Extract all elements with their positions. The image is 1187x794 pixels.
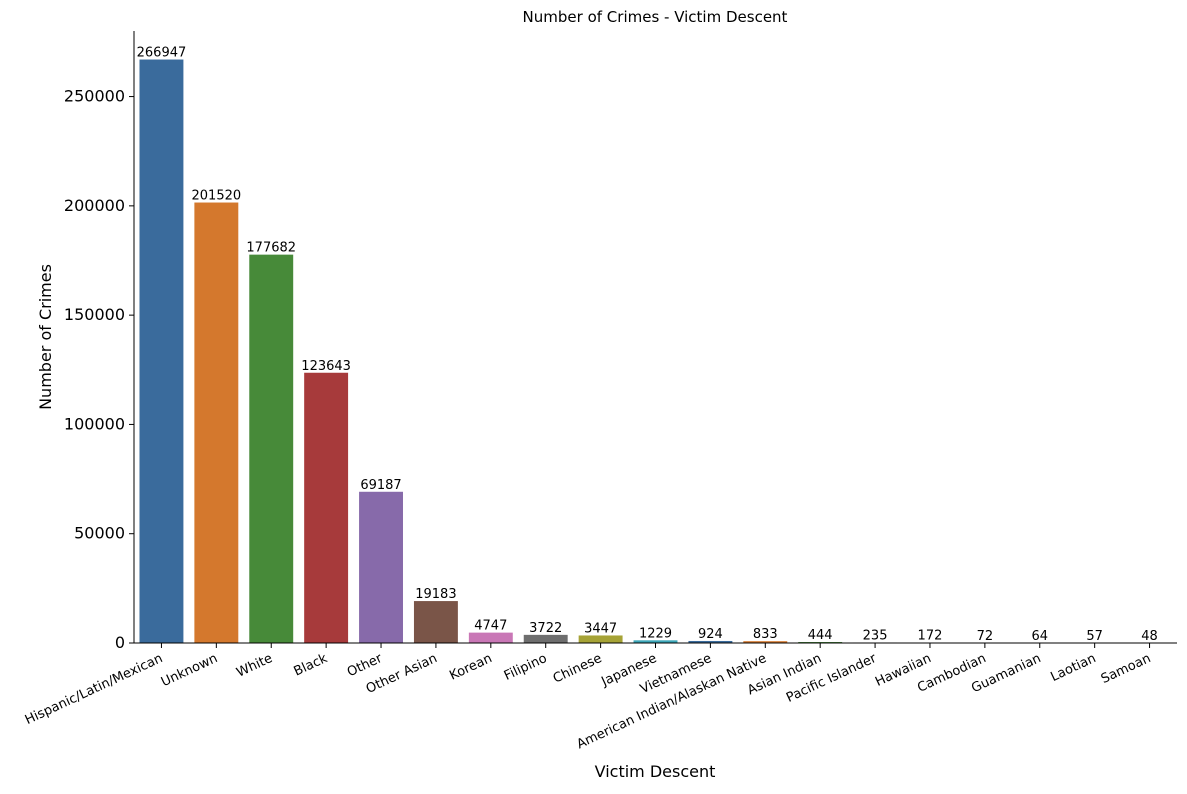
x-tick-label: Black <box>292 651 331 680</box>
x-tick-label: Unknown <box>159 651 220 690</box>
y-tick-label: 150000 <box>64 305 125 324</box>
bar <box>414 601 458 643</box>
x-tick-label: Samoan <box>1099 651 1153 687</box>
bar-value-label: 444 <box>808 628 833 643</box>
bar <box>304 373 348 643</box>
x-tick-label: American Indian/Alaskan Native <box>575 651 769 752</box>
bar-value-label: 69187 <box>360 478 401 493</box>
x-axis-label: Victim Descent <box>595 762 716 781</box>
y-tick-label: 250000 <box>64 87 125 106</box>
bar <box>249 255 293 643</box>
y-tick-label: 0 <box>115 633 125 652</box>
y-tick-label: 200000 <box>64 196 125 215</box>
bar-value-label: 266947 <box>137 46 187 61</box>
bar-value-label: 924 <box>698 627 723 642</box>
x-tick-label: White <box>234 651 275 681</box>
x-tick-label: Korean <box>447 651 494 684</box>
y-tick-label: 100000 <box>64 414 125 433</box>
bar-value-label: 72 <box>977 629 994 644</box>
bar-value-label: 172 <box>918 629 943 644</box>
bar-value-label: 48 <box>1141 629 1158 644</box>
y-tick-label: 50000 <box>74 524 125 543</box>
bar <box>194 203 238 643</box>
bar <box>469 633 513 643</box>
x-tick-label: Laotian <box>1048 651 1098 685</box>
x-tick-label: Chinese <box>551 651 604 687</box>
bar <box>359 492 403 643</box>
bar-value-label: 3722 <box>529 621 562 636</box>
y-axis-label: Number of Crimes <box>36 264 55 410</box>
bar-value-label: 4747 <box>474 619 507 634</box>
bar-value-label: 177682 <box>246 241 296 256</box>
bar-value-label: 57 <box>1086 629 1103 644</box>
bar-value-label: 833 <box>753 627 778 642</box>
x-tick-label: Hispanic/Latin/Mexican <box>23 651 165 728</box>
bars-group <box>139 60 1171 643</box>
bar <box>579 635 623 643</box>
bar-value-label: 3447 <box>584 621 617 636</box>
chart-title: Number of Crimes - Victim Descent <box>523 8 788 26</box>
x-tick-label: Filipino <box>502 651 550 684</box>
bar-value-label: 201520 <box>192 189 242 204</box>
bar-value-label: 19183 <box>415 587 456 602</box>
bar <box>524 635 568 643</box>
bar-value-label: 123643 <box>301 359 351 374</box>
bar-value-label: 235 <box>863 628 888 643</box>
bar <box>139 60 183 643</box>
bar-value-label: 64 <box>1031 629 1048 644</box>
bar-value-label: 1229 <box>639 626 672 641</box>
y-axis: 0 50000 100000 150000 200000 250000 <box>64 31 134 652</box>
